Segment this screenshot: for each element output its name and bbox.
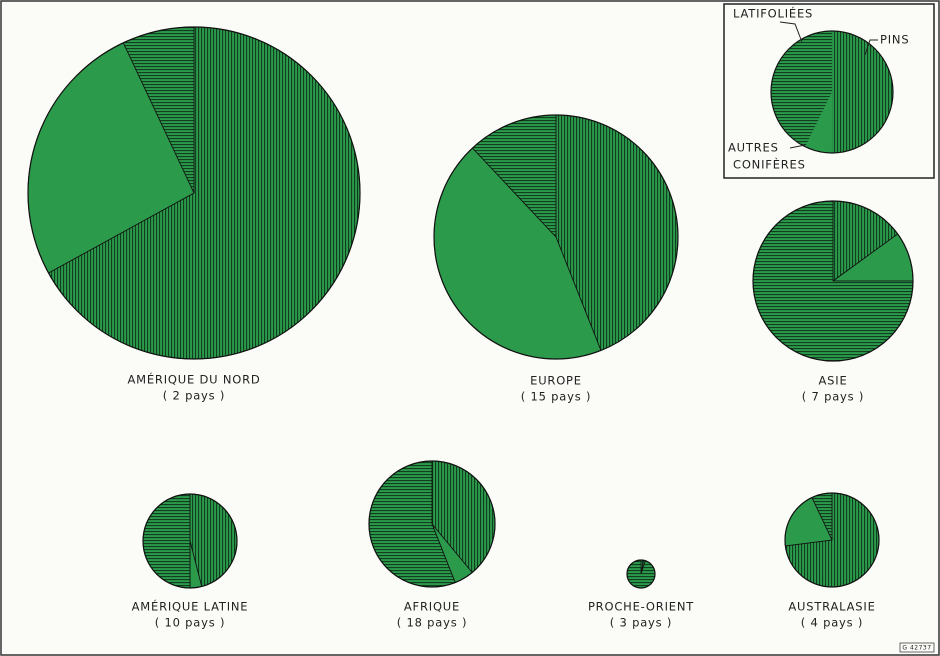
legend-swatch-pins: [832, 31, 893, 153]
stamp-box: [899, 642, 935, 653]
pie-title: AMÉRIQUE DU NORD: [127, 372, 260, 387]
leader-line: [779, 21, 803, 43]
pie: [752, 200, 914, 362]
pie: [626, 559, 656, 589]
legend-pie-outline: [770, 30, 894, 154]
pie-subtitle: ( 10 pays ): [155, 616, 226, 630]
pie-outline: [626, 559, 656, 589]
pie: [784, 492, 880, 588]
legend-box: [723, 3, 935, 179]
pie-subtitle: ( 2 pays ): [163, 389, 225, 403]
pie-outline: [142, 493, 238, 589]
legend-label: PINS: [880, 33, 909, 47]
legend: LATIFOLIÉES PINS AUTRES CONIFÈRES: [723, 3, 935, 179]
pie: [433, 114, 679, 360]
pie: [368, 460, 496, 588]
pie-title: PROCHE-ORIENT: [588, 600, 694, 614]
pie-outline: [368, 460, 496, 588]
pie-title: EUROPE: [530, 374, 582, 388]
pie-subtitle: ( 18 pays ): [397, 616, 468, 630]
pie-outline: [752, 200, 914, 362]
leader-line: [789, 144, 806, 149]
pie-outline: [27, 26, 361, 360]
pie-title: AFRIQUE: [404, 600, 460, 614]
pie-subtitle: ( 7 pays ): [802, 390, 864, 404]
legend-label: AUTRES: [728, 141, 779, 155]
stamp: G 42737: [902, 645, 931, 652]
pie-outline: [784, 492, 880, 588]
pie-title: ASIE: [818, 374, 847, 388]
pie-slice: [142, 493, 191, 589]
legend-label: LATIFOLIÉES: [733, 6, 813, 21]
legend-label: CONIFÈRES: [733, 157, 806, 172]
pie-subtitle: ( 15 pays ): [521, 390, 592, 404]
pie: [142, 493, 238, 589]
leader-line: [864, 39, 878, 56]
legend-swatch-autres: [805, 92, 832, 154]
pie-title: AUSTRALASIE: [788, 600, 875, 614]
pie-outline: [433, 114, 679, 360]
pie-subtitle: ( 3 pays ): [610, 616, 672, 630]
pie-subtitle: ( 4 pays ): [801, 616, 863, 630]
pie-title: AMÉRIQUE LATINE: [132, 599, 249, 614]
pie: [27, 26, 361, 360]
